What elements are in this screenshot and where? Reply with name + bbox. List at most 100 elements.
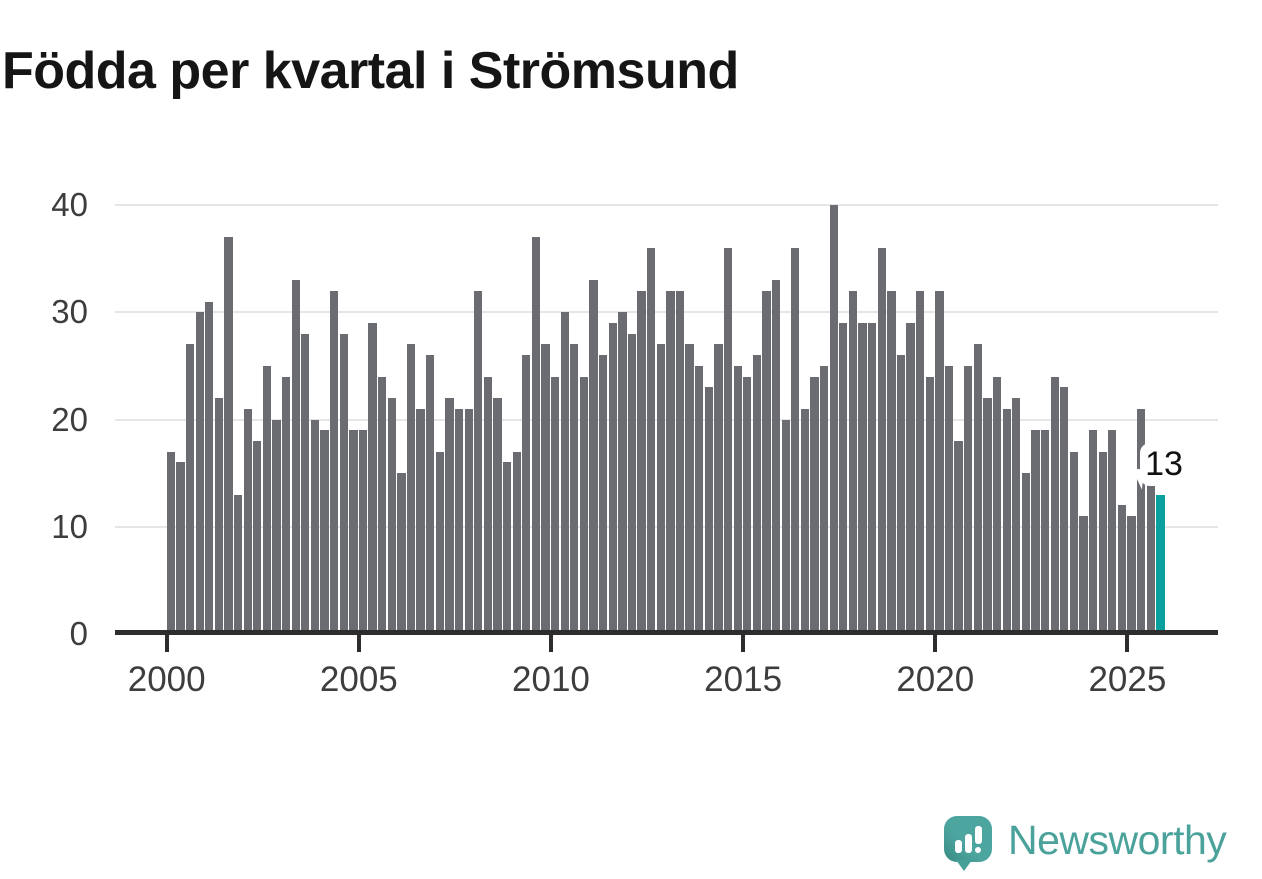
bar [435, 451, 444, 634]
bar [349, 430, 358, 634]
bar [579, 376, 589, 634]
bar [1088, 430, 1098, 634]
bar [1098, 451, 1107, 634]
page-title: Födda per kvartal i Strömsund [2, 41, 739, 100]
bar [656, 344, 665, 634]
bar [214, 398, 224, 634]
bar [185, 344, 195, 634]
x-tick-2020 [933, 634, 938, 652]
bar [608, 322, 617, 634]
bar [387, 398, 396, 634]
bar [522, 355, 531, 634]
x-axis-label-2010: 2010 [512, 660, 590, 699]
newsworthy-logo: Newsworthy [944, 816, 1227, 871]
brand-name: Newsworthy [1008, 817, 1227, 863]
bar [224, 237, 233, 634]
bar [301, 333, 310, 634]
bar [599, 355, 608, 634]
bar [339, 333, 348, 634]
bar [858, 322, 867, 634]
x-axis-line [115, 630, 1218, 635]
x-tick-2010 [548, 634, 553, 652]
bar [1146, 483, 1155, 634]
bar [704, 387, 713, 634]
bar [954, 440, 963, 634]
bar [791, 247, 800, 634]
bar [887, 290, 896, 634]
y-gridline-40 [115, 204, 1218, 206]
newsworthy-bubble-chart-icon [944, 816, 992, 871]
bar [464, 408, 473, 634]
bar [1108, 430, 1117, 634]
bar [253, 440, 262, 634]
bar [771, 280, 781, 634]
bar [320, 430, 329, 634]
logo-bar-icon [964, 834, 972, 853]
bar [906, 322, 915, 634]
bar [916, 290, 925, 634]
logo-bar-icon [954, 840, 962, 853]
bar [589, 280, 598, 634]
bar [1060, 387, 1069, 634]
bar [205, 301, 214, 634]
bar [243, 408, 252, 634]
bar [358, 430, 368, 634]
bar [281, 376, 291, 634]
x-axis-label-2000: 2000 [127, 660, 206, 699]
bar [973, 344, 982, 634]
bar [675, 290, 685, 634]
bar [1069, 451, 1079, 634]
bar [1040, 430, 1050, 634]
y-axis-label-10: 10 [51, 507, 88, 545]
bar-highlighted [1156, 494, 1165, 634]
bar [992, 376, 1002, 634]
bar [781, 419, 790, 634]
latest-value-callout: 13 [1129, 443, 1188, 490]
bar [1050, 376, 1059, 634]
y-axis-label-40: 40 [51, 186, 88, 223]
bar [445, 398, 454, 634]
bar [570, 344, 579, 634]
x-tick-2015 [741, 634, 746, 652]
bar [378, 376, 387, 634]
bar [944, 365, 954, 634]
bar [964, 365, 973, 634]
bar [166, 451, 175, 634]
bar [868, 322, 877, 634]
x-axis-label-2020: 2020 [896, 660, 975, 699]
x-axis-label-2025: 2025 [1088, 660, 1167, 699]
bar [416, 408, 425, 634]
x-tick-2000 [164, 634, 169, 652]
bar [1137, 408, 1146, 634]
bar [426, 355, 435, 634]
bar [397, 473, 406, 634]
bar [743, 376, 752, 634]
y-axis-label-30: 30 [51, 293, 88, 331]
bar [925, 376, 934, 634]
bar [291, 280, 300, 634]
bar [474, 290, 483, 634]
bar [406, 344, 416, 634]
bar [723, 247, 733, 634]
bar [1079, 516, 1088, 634]
bar [550, 376, 560, 634]
bar [310, 419, 320, 634]
bar [647, 247, 656, 634]
x-axis-label-2005: 2005 [319, 660, 398, 699]
bar [685, 344, 694, 634]
y-axis-label-20: 20 [51, 400, 88, 438]
bar [896, 355, 906, 634]
bar [627, 333, 637, 634]
bar [1117, 505, 1127, 634]
callout-tail [1129, 468, 1145, 490]
bar [330, 290, 339, 634]
bar [262, 365, 272, 634]
bar [810, 376, 819, 634]
bar [502, 462, 512, 634]
bar [877, 247, 886, 634]
bar [983, 398, 992, 634]
bar [1127, 516, 1136, 634]
bar [454, 408, 464, 634]
x-axis-label-2015: 2015 [704, 660, 783, 699]
bar [839, 322, 848, 634]
